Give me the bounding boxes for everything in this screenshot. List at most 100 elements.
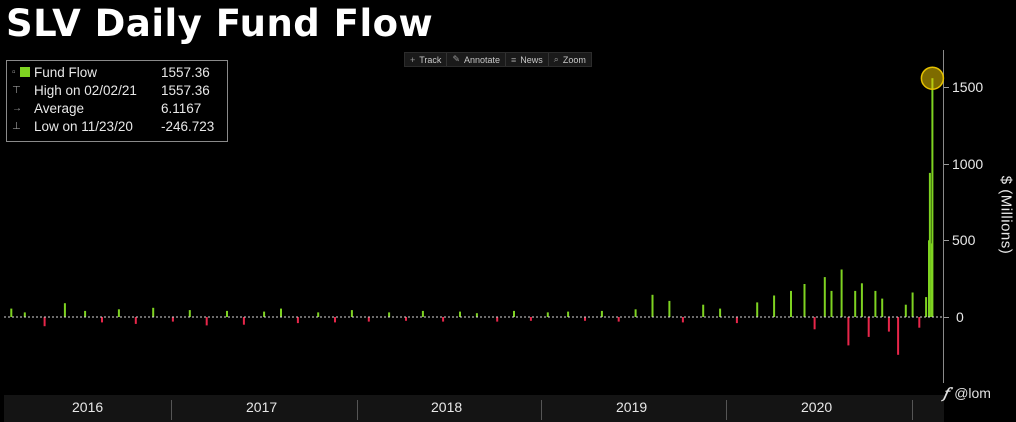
- bar-negative: [442, 317, 445, 322]
- legend-average-value: 6.1167: [161, 101, 202, 116]
- x-tick-label: 2020: [801, 399, 833, 415]
- bar-positive: [911, 292, 914, 317]
- bar-positive: [226, 310, 228, 317]
- bloomberg-logo-icon: 𝑓: [943, 386, 949, 402]
- bar-positive: [475, 313, 478, 317]
- bar-negative: [367, 317, 370, 322]
- bar-negative: [242, 317, 245, 325]
- x-year-divider: [357, 400, 358, 420]
- watermark: 𝑓 @lom: [943, 385, 991, 402]
- y-tick-label: 1000: [952, 156, 984, 172]
- bar-positive: [881, 298, 884, 317]
- y-tick-mark: [944, 164, 949, 165]
- y-tick-label: 1500: [952, 79, 984, 95]
- bar-negative: [887, 317, 890, 332]
- x-year-divider: [726, 400, 727, 420]
- bar-positive: [263, 311, 266, 317]
- high-marker-icon: ⊤: [12, 85, 21, 96]
- track-button[interactable]: + Track: [405, 53, 446, 66]
- bar-positive: [317, 312, 320, 317]
- bar-negative: [205, 317, 208, 326]
- y-tick-mark: [944, 317, 949, 318]
- legend-average-label: Average: [34, 101, 85, 116]
- series-swatch-icon: ▫: [12, 66, 32, 80]
- bar-negative: [813, 317, 816, 330]
- bar-positive: [803, 284, 806, 317]
- legend-row-low[interactable]: ⊥ Low on 11/23/20 -246.723: [7, 118, 227, 136]
- bar-positive: [874, 290, 877, 317]
- legend-row-average[interactable]: → Average 6.1167: [7, 100, 227, 118]
- legend-high-value: 1557.36: [161, 83, 210, 98]
- bar-positive: [651, 294, 654, 317]
- legend-series-label: Fund Flow: [34, 65, 98, 80]
- x-tick-label: 2017: [246, 399, 278, 415]
- bar-negative: [584, 317, 586, 321]
- legend-low-label: Low on 11/23/20: [34, 119, 133, 134]
- zoom-button[interactable]: ⌕ Zoom: [547, 53, 591, 66]
- annotate-label: Annotate: [463, 54, 501, 65]
- y-tick-mark: [944, 240, 949, 241]
- bar-positive: [567, 311, 570, 317]
- average-marker-icon: →: [12, 103, 22, 114]
- crosshair-icon: +: [410, 54, 416, 65]
- bar-positive: [84, 310, 87, 317]
- bar-negative: [101, 317, 103, 323]
- y-tick-label: 500: [952, 232, 976, 248]
- watermark-text: @lom: [954, 385, 991, 401]
- bar-positive: [600, 310, 603, 317]
- bar-positive: [904, 304, 907, 317]
- bars-group: [10, 78, 934, 355]
- bar-negative: [617, 317, 620, 322]
- zoom-label: Zoom: [562, 54, 586, 65]
- news-label: News: [520, 54, 543, 65]
- chart-title: SLV Daily Fund Flow: [6, 2, 434, 45]
- bar-positive: [634, 309, 637, 317]
- x-tick-label: 2018: [431, 399, 463, 415]
- y-tick-label: 0: [956, 309, 964, 325]
- bar-negative: [296, 317, 299, 324]
- legend-row-high[interactable]: ⊤ High on 02/02/21 1557.36: [7, 82, 227, 100]
- bar-negative: [334, 317, 336, 323]
- bar-positive: [10, 308, 13, 317]
- bar-positive: [513, 310, 515, 317]
- news-button[interactable]: ≡ News: [505, 53, 548, 66]
- magnifier-icon: ⌕: [553, 54, 559, 64]
- bar-positive: [790, 290, 792, 317]
- bar-positive: [860, 283, 863, 317]
- bar-positive: [719, 308, 722, 317]
- bar-positive: [668, 300, 671, 317]
- bar-negative: [918, 317, 921, 328]
- bar-positive: [756, 302, 759, 317]
- bar-positive: [773, 295, 776, 317]
- bar-negative: [897, 317, 900, 355]
- y-tick-mark: [944, 87, 949, 88]
- bar-negative: [134, 317, 137, 324]
- x-axis-strip: [4, 395, 944, 422]
- bar-negative: [171, 317, 174, 322]
- chart-legend[interactable]: ▫ Fund Flow 1557.36 ⊤ High on 02/02/21 1…: [6, 60, 228, 142]
- bar-positive: [854, 290, 857, 317]
- bar-negative: [529, 317, 532, 321]
- bar-negative: [735, 317, 738, 324]
- bar-positive: [830, 290, 833, 317]
- legend-series-value: 1557.36: [161, 65, 210, 80]
- legend-high-label: High on 02/02/21: [34, 83, 137, 98]
- x-tick-label: 2016: [72, 399, 104, 415]
- x-year-divider: [912, 400, 913, 420]
- annotate-button[interactable]: ✎ Annotate: [446, 53, 505, 66]
- bar-negative: [496, 317, 499, 322]
- bar-positive: [280, 308, 282, 317]
- chart-toolbar: + Track ✎ Annotate ≡ News ⌕ Zoom: [404, 52, 592, 67]
- x-tick-label: 2019: [616, 399, 648, 415]
- bar-positive: [928, 172, 931, 317]
- legend-row-series[interactable]: ▫ Fund Flow 1557.36: [7, 64, 227, 82]
- bar-positive: [350, 310, 353, 317]
- high-point-marker: [920, 66, 945, 90]
- track-label: Track: [419, 54, 442, 65]
- bar-positive: [546, 312, 549, 317]
- y-axis-label: $ (Millions): [997, 175, 1015, 255]
- bar-positive: [931, 78, 934, 317]
- bar-positive: [117, 309, 120, 317]
- bar-positive: [823, 277, 826, 317]
- news-icon: ≡: [511, 54, 517, 65]
